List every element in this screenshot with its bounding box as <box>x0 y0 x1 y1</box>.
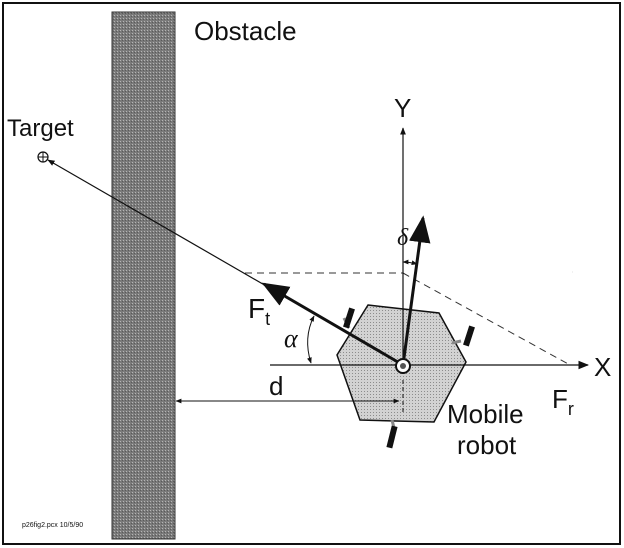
y-axis-label: Y <box>394 93 411 123</box>
target-label: Target <box>7 115 74 142</box>
robot-center-dot <box>400 363 406 369</box>
robot-label-line2: robot <box>457 430 517 460</box>
target-force-subscript: t <box>265 309 270 329</box>
x-axis-label: X <box>594 352 611 382</box>
repulsive-force-symbol: F <box>552 384 568 414</box>
target-force-symbol: F <box>248 293 265 324</box>
obstacle-label: Obstacle <box>194 16 297 46</box>
distance-label: d <box>269 371 283 401</box>
footnote: p26fig2.pcx 10/5/90 <box>22 522 83 529</box>
obstacle-wall <box>112 12 175 539</box>
repulsive-force-subscript: r <box>568 399 574 419</box>
alpha-label: α <box>284 324 299 353</box>
delta-label: δ <box>397 225 409 251</box>
robot-label-line1: Mobile <box>447 399 524 429</box>
target-symbol <box>38 152 48 162</box>
